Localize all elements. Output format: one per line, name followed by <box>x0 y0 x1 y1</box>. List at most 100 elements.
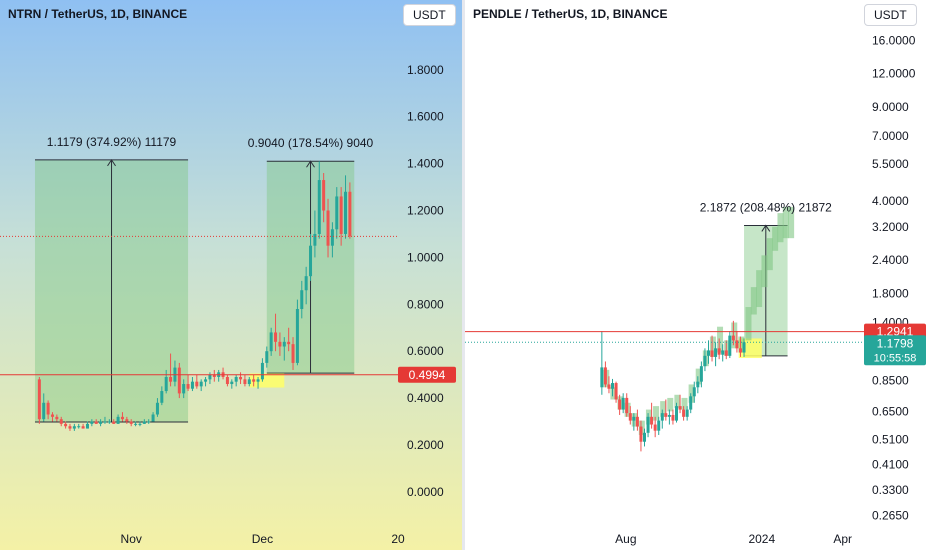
ntrn-candle-body <box>304 276 308 291</box>
pendle-candle-body <box>714 348 718 357</box>
ntrn-candle-body <box>169 376 173 382</box>
pendle-candle-body <box>678 406 682 410</box>
pendle-candle-body <box>703 355 707 367</box>
pendle-candle-body <box>618 399 622 410</box>
pendle-projection-bar <box>674 394 681 408</box>
pendle-projection-bar <box>695 368 702 385</box>
ntrn-chart-panel[interactable]: 0.0000 0.2000 0.4000 0.6000 0.8000 1.0000 1.20… <box>0 0 462 550</box>
pendle-projection-bar <box>772 226 779 251</box>
pendle-candle-body <box>738 348 742 353</box>
pendle-candle-body <box>600 367 604 388</box>
ntrn-candle-body <box>116 416 120 424</box>
ntrn-candle-body <box>64 423 68 427</box>
pendle-projection-bar <box>653 406 660 421</box>
pendle-currency-button[interactable]: USDT <box>864 4 917 26</box>
pendle-candle-body <box>742 342 746 353</box>
pendle-candle-body <box>667 414 671 417</box>
pendle-projection-bar <box>745 307 752 341</box>
pendle-current-price-label: 1.1798 <box>877 336 914 350</box>
ntrn-candle-body <box>85 423 89 429</box>
ntrn-y-tick-label: 1.6000 <box>407 110 444 124</box>
pendle-measure-label-1: 2.1872 (208.48%) 21872 <box>700 200 832 214</box>
ntrn-candle-body <box>59 419 63 424</box>
panel-divider[interactable] <box>462 0 465 550</box>
ntrn-current-price-label: 0.4994 <box>409 368 446 382</box>
pendle-y-tick-label: 2.4000 <box>872 253 909 267</box>
ntrn-candle-body <box>199 381 203 387</box>
pendle-candle-body <box>692 387 696 397</box>
pendle-projection-bar <box>667 397 674 412</box>
pendle-projection-bar <box>731 322 738 349</box>
pendle-y-tick-label: 0.8500 <box>872 373 909 387</box>
pendle-y-tick-label: 16.0000 <box>872 33 916 47</box>
ntrn-candle-body <box>195 381 199 387</box>
ntrn-candle-body <box>287 341 291 345</box>
pendle-y-tick-label: 9.0000 <box>872 100 909 114</box>
ntrn-candle-body <box>42 402 46 420</box>
ntrn-candle-body <box>142 421 146 424</box>
pendle-candle-body <box>653 424 657 431</box>
pendle-chart-canvas[interactable]: 0.26500.33000.41000.51000.65000.85001.40… <box>465 0 932 550</box>
ntrn-candle-body <box>186 384 190 389</box>
pendle-candle-body <box>674 406 678 421</box>
pendle-chart-title: PENDLE / TetherUS, 1D, BINANCE <box>473 7 668 21</box>
ntrn-x-tick-label: Nov <box>121 532 142 546</box>
ntrn-candle-body <box>278 341 282 347</box>
pendle-projection-bar <box>777 213 784 243</box>
pendle-candle-body <box>650 416 654 425</box>
ntrn-measure-label-1: 1.1179 (374.92%) 11179 <box>47 135 177 149</box>
ntrn-candle-body <box>300 290 304 309</box>
ntrn-candle-body <box>313 233 317 246</box>
ntrn-chart-title: NTRN / TetherUS, 1D, BINANCE <box>8 7 188 21</box>
pendle-candle-body <box>603 367 607 385</box>
ntrn-candle-body <box>50 414 54 417</box>
pendle-y-tick-label: 12.0000 <box>872 67 916 81</box>
pendle-projection-bar <box>738 336 745 353</box>
pendle-x-tick-label: Apr <box>833 532 852 546</box>
ntrn-candle-body <box>269 332 273 352</box>
pendle-candle-body <box>632 416 636 421</box>
pendle-candle-body <box>625 397 629 414</box>
ntrn-candle-body <box>147 421 151 423</box>
ntrn-candle-body <box>46 402 50 415</box>
ntrn-y-tick-label: 0.6000 <box>407 344 444 358</box>
ntrn-candle-body <box>125 419 129 422</box>
ntrn-measure-label-2: 0.9040 (178.54%) 9040 <box>248 136 374 150</box>
ntrn-measure-arrow-head <box>306 160 315 168</box>
pendle-price-label: 1.2941 <box>877 325 914 339</box>
ntrn-candle-body <box>90 421 94 424</box>
ntrn-candle-body <box>151 414 155 422</box>
ntrn-candle-body <box>164 376 168 392</box>
ntrn-candle-body <box>177 367 181 394</box>
pendle-candle-body <box>657 420 661 431</box>
ntrn-candle-body <box>260 362 264 380</box>
pendle-y-tick-label: 7.0000 <box>872 129 909 143</box>
pendle-x-tick-label: 2024 <box>748 532 775 546</box>
ntrn-candle-body <box>344 191 348 234</box>
ntrn-candle-body <box>212 374 216 377</box>
pendle-projection-bar <box>782 206 789 239</box>
ntrn-candle-body <box>291 344 295 363</box>
pendle-countdown-label: 10:55:58 <box>874 352 917 364</box>
pendle-candle-body <box>646 416 650 433</box>
ntrn-candle-body <box>182 384 186 394</box>
pendle-candle-body <box>724 350 728 356</box>
pendle-candle-body <box>614 383 618 400</box>
pendle-candle-body <box>664 413 668 417</box>
ntrn-candle-body <box>348 191 352 237</box>
pendle-y-tick-label: 0.3300 <box>872 483 909 497</box>
pendle-candle-body <box>735 340 739 349</box>
pendle-chart-panel[interactable]: 0.2650 0.3300 0.4100 0.5100 0.6500 0.8500 1.40… <box>465 0 932 550</box>
pendle-y-tick-label: 1.8000 <box>872 286 909 300</box>
pendle-candle-body <box>728 335 732 356</box>
pendle-candle-body <box>643 432 647 442</box>
ntrn-candle-body <box>208 374 212 380</box>
ntrn-y-tick-label: 1.2000 <box>407 204 444 218</box>
ntrn-chart-canvas[interactable]: 0.0000 0.2000 0.4000 0.6000 0.8000 1.0000 1.20… <box>0 0 462 550</box>
ntrn-current-price-badge <box>398 366 456 383</box>
pendle-candle-body <box>639 426 643 442</box>
pendle-candle-body <box>607 384 611 389</box>
ntrn-y-tick-label: 0.0000 <box>407 485 444 499</box>
ntrn-currency-button[interactable]: USDT <box>403 4 456 26</box>
pendle-projection-bar <box>709 336 716 357</box>
